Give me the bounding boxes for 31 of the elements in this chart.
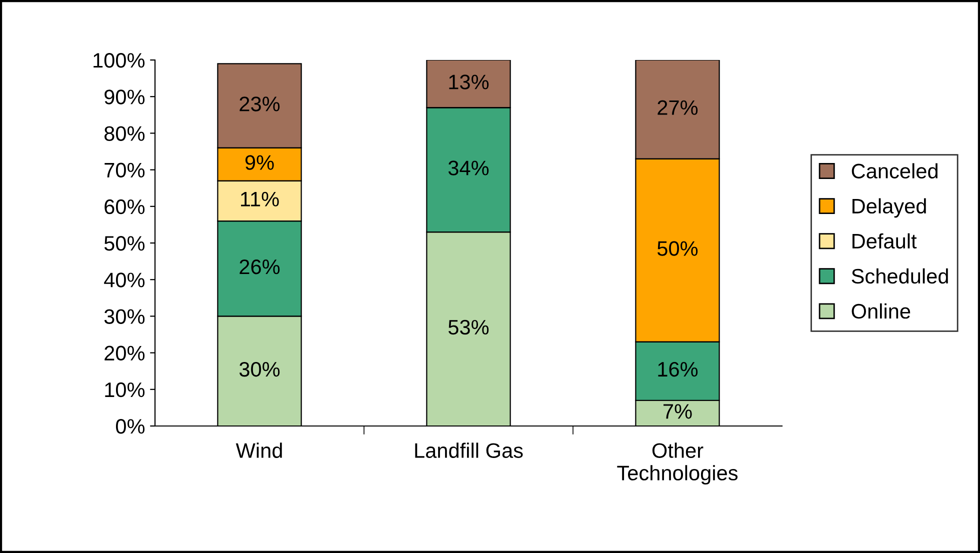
y-tick-label: 60% <box>104 199 145 214</box>
data-label: 9% <box>245 155 274 170</box>
y-tick-label: 50% <box>104 236 145 251</box>
y-tick-label: 10% <box>105 382 145 398</box>
legend-label: Delayed <box>852 198 926 218</box>
data-label: 50% <box>657 241 698 256</box>
data-label: 11% <box>241 192 279 206</box>
data-label: 53% <box>448 320 489 335</box>
legend-label: Canceled <box>852 163 938 178</box>
x-tick-label: Wind <box>236 442 282 458</box>
legend-label: Default <box>852 233 917 249</box>
y-tick-label: 40% <box>104 272 145 288</box>
data-label: 27% <box>658 100 698 115</box>
data-label: 23% <box>240 96 280 112</box>
data-label: 13% <box>449 74 489 90</box>
legend-label: Online <box>852 303 910 319</box>
data-label: 16% <box>658 362 698 377</box>
data-label: 30% <box>239 362 280 377</box>
legend-label: Scheduled <box>852 268 948 284</box>
y-tick-label: 70% <box>104 162 145 178</box>
y-tick-label: 80% <box>104 126 145 141</box>
y-tick-label: 0% <box>116 419 145 434</box>
y-tick-label: 20% <box>104 346 145 361</box>
x-tick-label: Other Technologies <box>617 442 738 485</box>
y-tick-label: 30% <box>104 309 145 324</box>
y-tick-label: 100% <box>94 53 145 68</box>
data-label: 34% <box>448 160 489 176</box>
data-label: 7% <box>664 404 692 419</box>
data-label: 26% <box>240 259 280 274</box>
x-tick-label: Landfill Gas <box>415 442 523 458</box>
y-tick-label: 90% <box>104 90 145 104</box>
